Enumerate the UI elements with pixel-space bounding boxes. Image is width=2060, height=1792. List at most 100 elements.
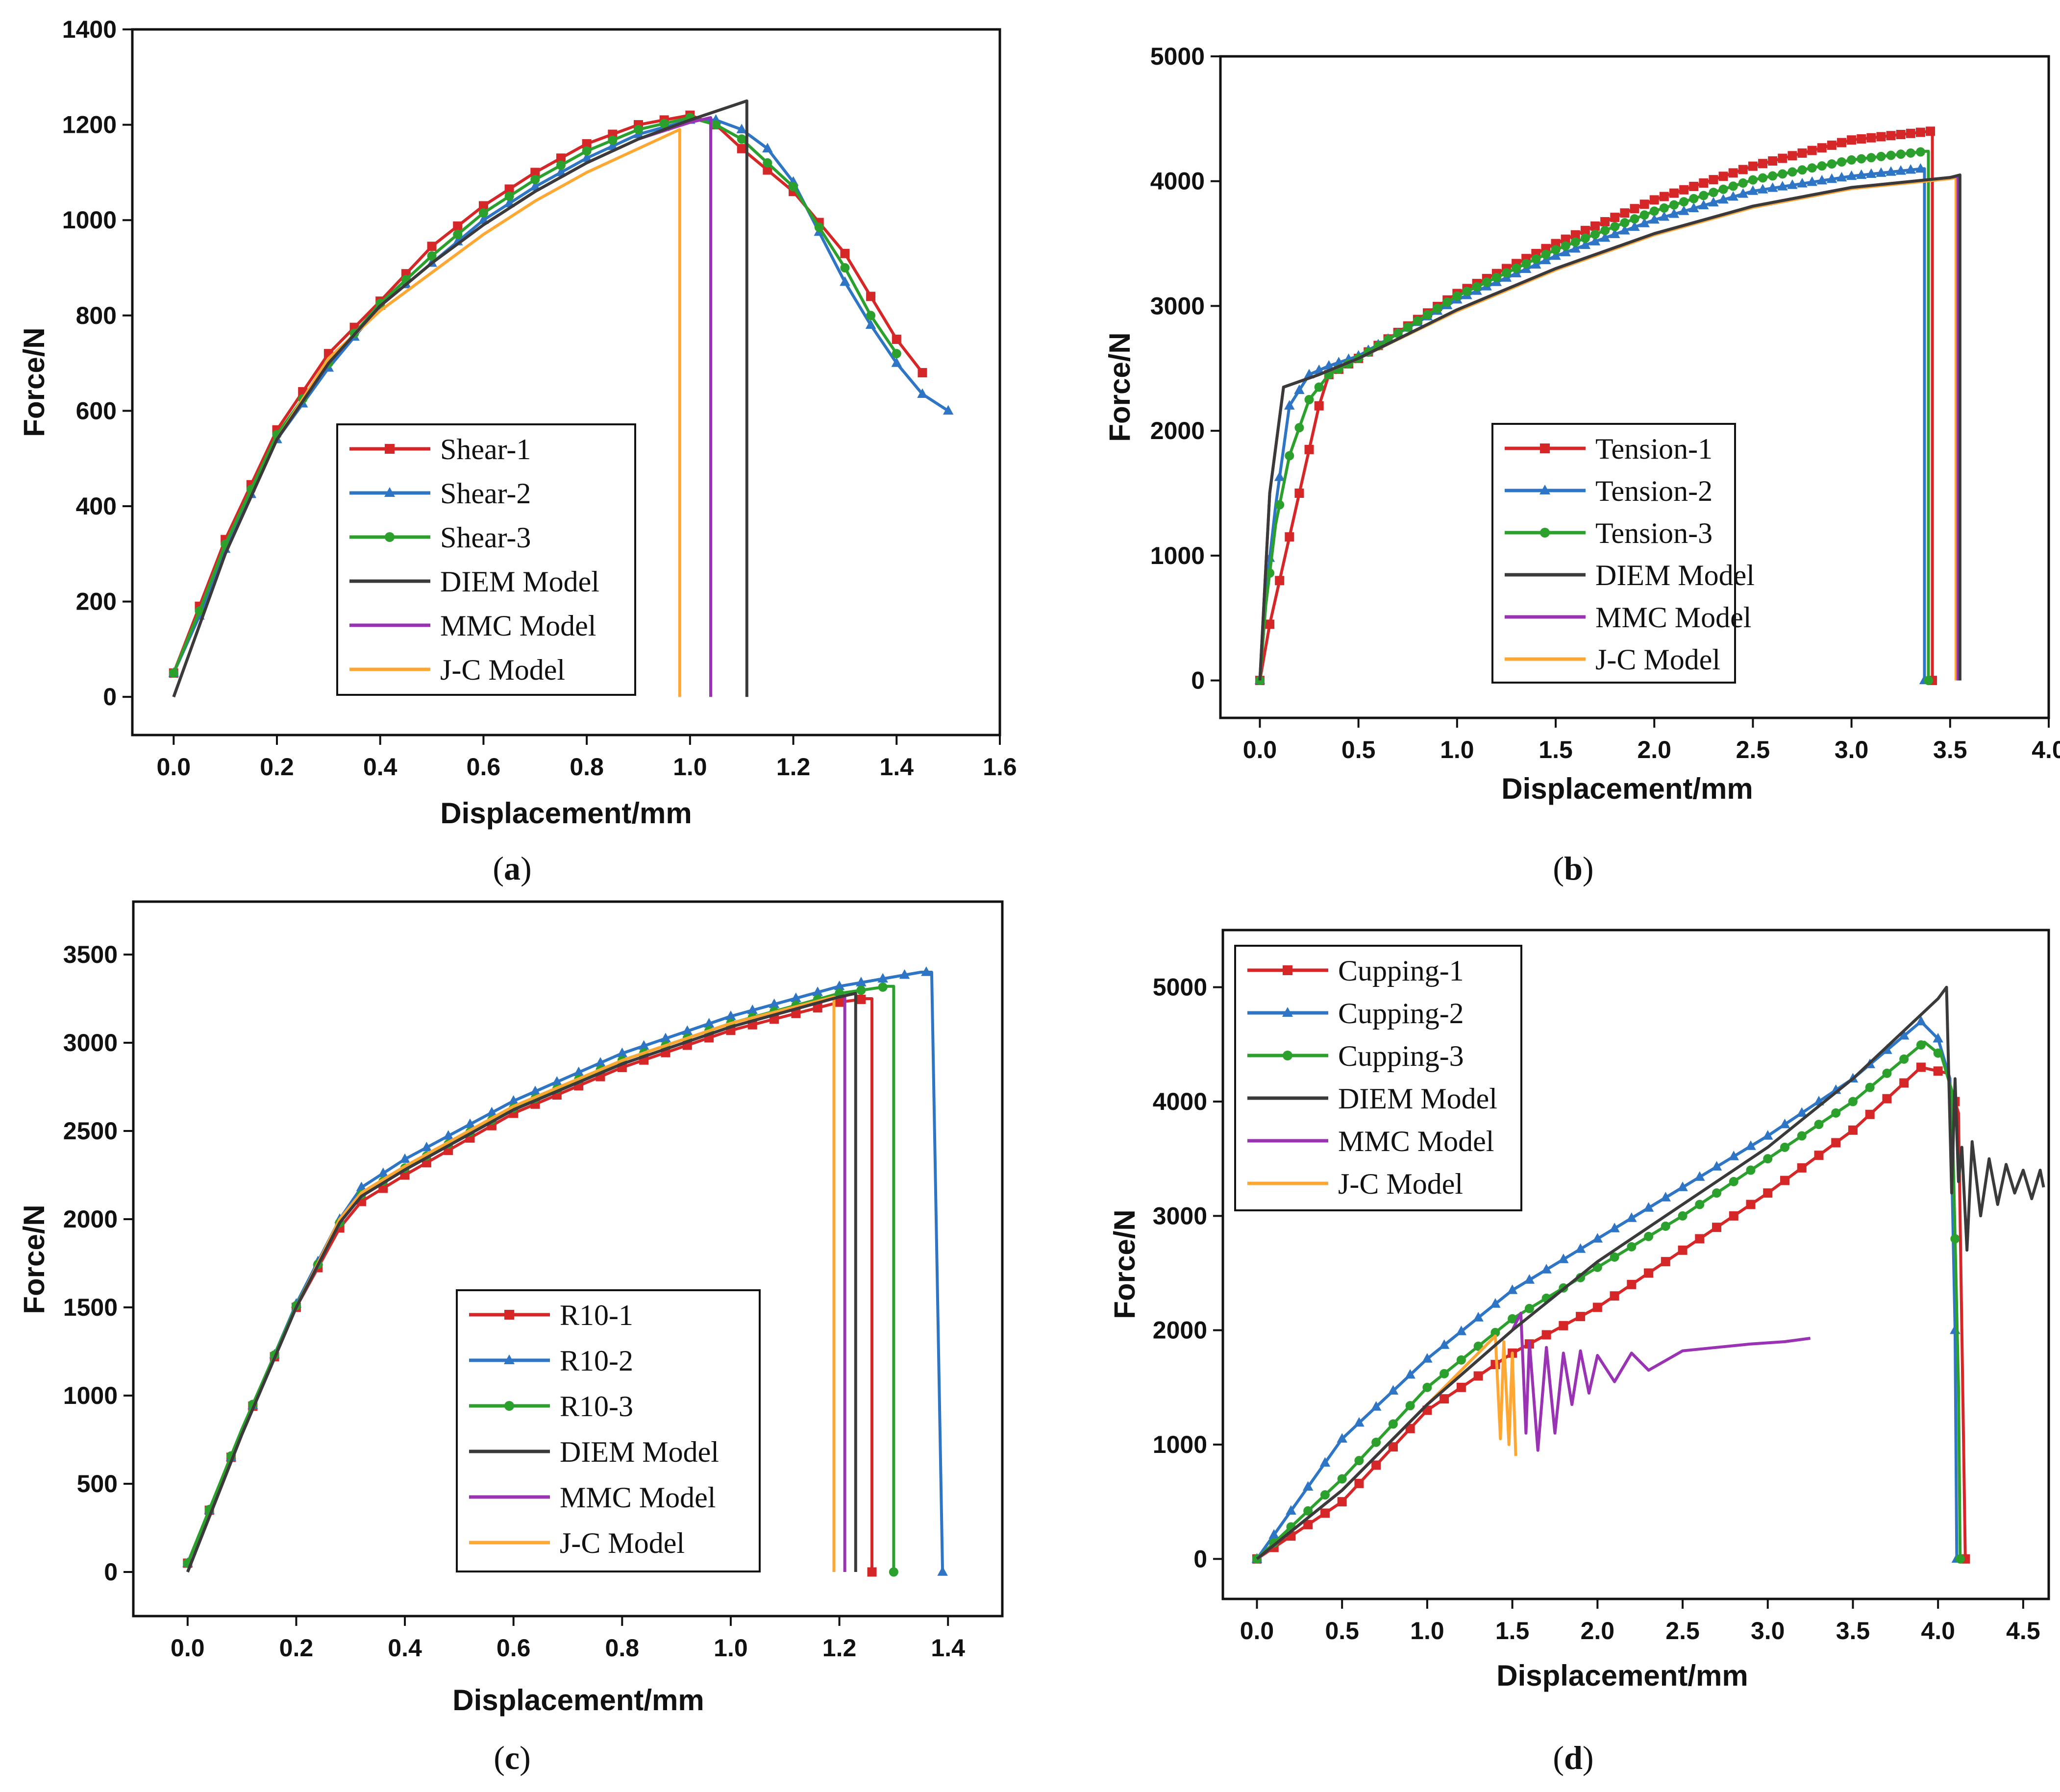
- data-point: [1649, 206, 1659, 216]
- x-tick-label: 0.0: [1243, 736, 1277, 763]
- data-point: [856, 985, 866, 995]
- data-point: [1712, 1223, 1722, 1232]
- data-point: [1524, 1274, 1535, 1284]
- data-point: [1915, 163, 1926, 173]
- data-point: [1817, 143, 1827, 153]
- plot-area: [182, 966, 948, 1577]
- data-point: [1916, 1062, 1926, 1072]
- y-tick-label: 800: [76, 302, 117, 329]
- series-line-diem-model: [1258, 173, 1961, 681]
- y-tick-label: 1000: [63, 1382, 118, 1409]
- x-tick-label: 1.0: [1440, 736, 1474, 763]
- data-point: [1512, 264, 1521, 273]
- data-point: [1627, 1242, 1637, 1252]
- y-tick-label: 200: [76, 588, 117, 615]
- legend-label: MMC Model: [1338, 1125, 1494, 1157]
- data-point: [582, 146, 592, 156]
- y-tick-label: 0: [1193, 1545, 1207, 1572]
- data-point: [504, 192, 514, 201]
- data-point: [1501, 268, 1511, 278]
- legend-label: DIEM Model: [1595, 559, 1755, 591]
- data-point: [1610, 228, 1620, 238]
- x-tick-label: 1.0: [1410, 1617, 1444, 1645]
- data-point: [1679, 197, 1689, 207]
- data-point: [634, 124, 643, 134]
- legend-label: Tension-1: [1595, 433, 1713, 465]
- data-point: [478, 208, 488, 218]
- x-axis-label: Displacement/mm: [440, 797, 692, 830]
- chart-panel-a: 0.0 0.2 0.4 0.6 0.8 1.0 1.2 1.4 1.6 0 200 400 600 800…: [18, 16, 1017, 887]
- y-tick-label: 1000: [1153, 1431, 1207, 1458]
- data-point: [1371, 1437, 1381, 1447]
- data-point: [1836, 172, 1847, 182]
- data-point: [1388, 1442, 1398, 1452]
- legend-marker: [1283, 1051, 1292, 1060]
- data-point: [1659, 192, 1669, 201]
- data-point: [1738, 178, 1748, 188]
- legend-label: J-C Model: [560, 1527, 685, 1559]
- data-point: [1882, 1094, 1892, 1104]
- data-point: [1649, 214, 1660, 224]
- data-point: [1757, 184, 1768, 194]
- x-tick-label: 2.0: [1581, 1617, 1615, 1645]
- y-axis-label: Force/N: [1108, 1209, 1141, 1319]
- data-point: [866, 292, 876, 301]
- data-point: [1865, 1109, 1875, 1119]
- data-point: [1507, 1284, 1518, 1294]
- y-tick-label: 3000: [63, 1029, 118, 1056]
- data-point: [1659, 211, 1670, 221]
- data-point: [1541, 1330, 1551, 1340]
- y-tick-label: 2000: [63, 1205, 118, 1233]
- data-point: [1592, 1233, 1603, 1243]
- data-point: [1729, 1211, 1738, 1221]
- data-point: [1314, 401, 1324, 411]
- data-point: [1699, 191, 1709, 200]
- legend-label: Cupping-2: [1338, 997, 1464, 1030]
- data-point: [1620, 218, 1630, 228]
- data-point: [1639, 199, 1649, 209]
- data-point: [1630, 204, 1639, 214]
- data-point: [1847, 135, 1857, 145]
- data-point: [1456, 1382, 1466, 1392]
- data-point: [1865, 1082, 1875, 1092]
- data-point: [763, 158, 772, 168]
- data-point: [1831, 1138, 1841, 1148]
- data-point: [427, 242, 437, 251]
- data-point: [1620, 208, 1630, 218]
- x-tick-label: 3.0: [1835, 736, 1869, 763]
- legend-label: Cupping-3: [1338, 1040, 1464, 1072]
- x-tick-label: 0.8: [570, 753, 604, 781]
- data-point: [1899, 1078, 1909, 1088]
- data-point: [1837, 138, 1846, 147]
- data-point: [1540, 254, 1551, 265]
- data-point: [1933, 1048, 1943, 1058]
- legend-label: DIEM Model: [560, 1436, 719, 1468]
- legend-marker: [1540, 443, 1550, 453]
- data-point: [1320, 1508, 1330, 1518]
- data-point: [1440, 1369, 1449, 1378]
- x-tick-label: 2.5: [1736, 736, 1770, 763]
- y-tick-label: 3000: [1153, 1202, 1207, 1229]
- data-point: [1837, 157, 1846, 167]
- data-point: [1728, 168, 1738, 178]
- data-point: [1886, 166, 1896, 176]
- data-point: [1678, 1211, 1688, 1221]
- data-point: [1524, 1303, 1534, 1313]
- data-point: [1797, 1163, 1807, 1173]
- data-point: [877, 973, 888, 983]
- data-point: [1708, 196, 1719, 207]
- data-point: [1284, 400, 1295, 410]
- data-point: [1320, 1490, 1330, 1500]
- data-point: [1610, 221, 1620, 231]
- data-point: [1491, 272, 1501, 282]
- data-point: [1643, 1202, 1654, 1212]
- y-tick-label: 2000: [1150, 417, 1205, 444]
- data-point: [1915, 127, 1925, 137]
- data-point: [1490, 1298, 1501, 1308]
- plot-frame: [1219, 55, 2050, 719]
- data-point: [1797, 165, 1807, 175]
- data-point: [1748, 161, 1758, 171]
- y-tick-label: 2500: [63, 1117, 118, 1145]
- y-tick-label: 1400: [62, 16, 117, 43]
- data-point: [1661, 1221, 1670, 1231]
